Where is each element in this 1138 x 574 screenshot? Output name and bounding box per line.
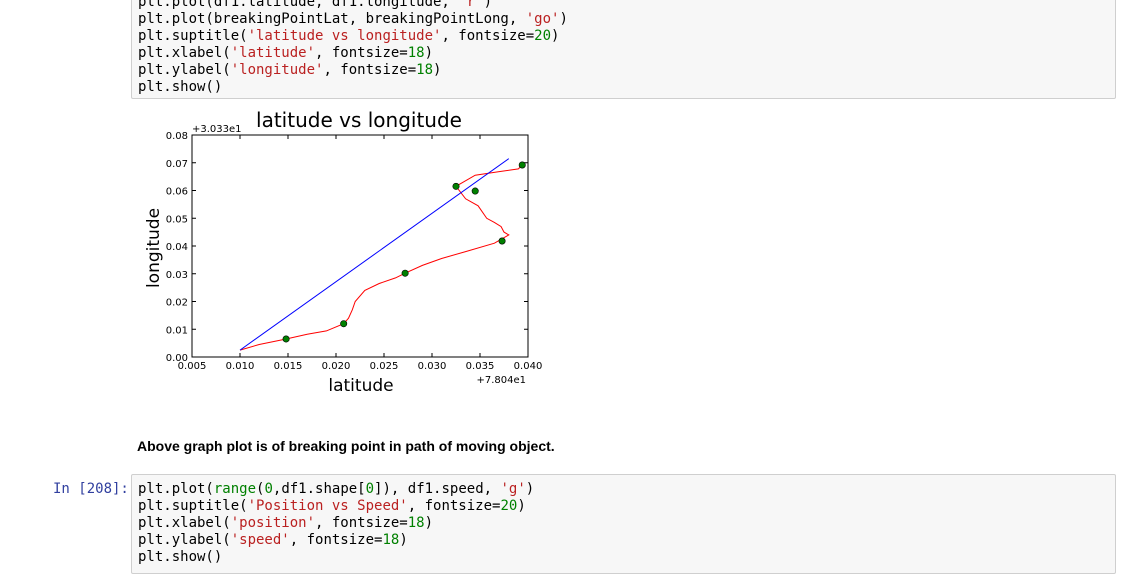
breaking-point-marker [498,237,506,245]
code-token: 18 [407,45,425,61]
code-token: plt.plot(df1.latitude, df1.longitude, [138,0,459,10]
code-token: plt.xlabel( [138,515,231,531]
top-line-6: plt.show() [138,79,222,95]
top-line-5: plt.ylabel('longitude', fontsize=18) [138,62,441,78]
x-tick-label: 0.030 [418,361,447,372]
code-token: 18 [407,515,425,531]
top-line-3: plt.suptitle('latitude vs longitude', fo… [138,28,559,44]
x-tick-label: 0.035 [466,361,495,372]
code-token: ) [399,532,408,548]
code-token: , fontsize= [315,45,408,61]
bottom-line-5: plt.show() [138,549,222,565]
code-token: 'go' [525,11,560,27]
code-token: plt.show() [138,79,223,95]
code-token: 18 [416,62,434,78]
series-line-0 [239,164,523,351]
bottom-line-2: plt.suptitle('Position vs Speed', fontsi… [138,498,526,514]
breaking-point-marker [282,335,290,343]
bottom-line-3: plt.xlabel('position', fontsize=18) [138,515,433,531]
code-token: plt.plot( [138,481,214,497]
code-token: 'longitude' [230,62,324,78]
code-token: , fontsize= [407,498,501,514]
x-tick-label: 0.010 [226,361,255,372]
code-token: ]), df1.speed, [374,481,501,497]
top-line-4: plt.xlabel('latitude', fontsize=18) [138,45,433,61]
code-token: 18 [382,532,400,548]
code-token: 'g' [500,481,526,497]
markdown-cell-text: Above graph plot is of breaking point in… [137,438,555,454]
code-token: plt.ylabel( [138,62,231,78]
x-tick-label: 0.005 [178,361,207,372]
x-axis-label: latitude [328,376,393,396]
code-token: 'speed' [230,532,290,548]
breaking-point-marker [518,161,526,169]
x-tick-label: 0.025 [370,361,399,372]
code-editor-bottom[interactable]: plt.plot(range(0,df1.shape[0]), df1.spee… [132,481,1115,566]
y-tick-label: 0.03 [166,270,188,281]
y-tick-label: 0.08 [166,131,188,142]
code-token: 0 [264,481,273,497]
code-token: ) [525,481,535,497]
x-tick-label: 0.020 [322,361,351,372]
code-token: 'position' [230,515,316,531]
code-cell-input-bottom[interactable]: plt.plot(range(0,df1.shape[0]), df1.spee… [131,474,1116,574]
code-token: ) [433,62,442,78]
x-tick-label: 0.015 [274,361,303,372]
code-token: ) [551,28,560,44]
code-token: ) [424,515,434,531]
code-cell-input-top[interactable]: plt.plot(df1.latitude, df1.longitude, 'r… [131,0,1116,99]
bottom-line-1: plt.plot(range(0,df1.shape[0]), df1.spee… [138,481,534,497]
code-token: ) [483,0,493,10]
code-token: 0 [365,481,375,497]
y-tick-label: 0.01 [166,325,188,336]
code-token: , fontsize= [315,515,408,531]
y-axis-label: longitude [144,208,164,288]
code-token: ) [517,498,526,514]
code-token: plt.ylabel( [138,532,231,548]
code-token: plt.suptitle( [138,28,248,44]
top-line-1: plt.plot(df1.latitude, df1.longitude, 'r… [138,0,492,10]
code-token: 'Position vs Speed' [247,498,408,514]
code-token: ) [424,45,434,61]
y-tick-label: 0.06 [166,187,188,198]
breaking-point-marker [401,269,409,277]
code-token: plt.xlabel( [138,45,231,61]
code-token: plt.suptitle( [138,498,248,514]
code-token: 'latitude vs longitude' [247,28,442,44]
series-line-1 [239,158,510,351]
code-token: , fontsize= [289,532,383,548]
x-tick-label: 0.040 [514,361,543,372]
y-offset-label: +3.033e1 [192,124,242,135]
code-token: ) [559,11,568,27]
code-token: plt.show() [138,549,223,565]
code-token: 'latitude' [230,45,316,61]
y-tick-label: 0.02 [166,298,188,309]
code-token: 20 [534,28,552,44]
breaking-point-marker [452,182,460,190]
plot-frame [191,134,529,358]
latitude-longitude-chart: latitude vs longitude +3.033e1 +7.804e1 … [144,108,543,396]
code-token: , fontsize= [441,28,535,44]
bottom-line-4: plt.ylabel('speed', fontsize=18) [138,532,408,548]
cell-prompt: In [208]: [53,481,129,497]
breaking-point-marker [471,187,479,195]
code-token: plt.plot(breakingPointLat, breakingPoint… [138,11,526,27]
code-token: ,df1.shape[ [272,481,366,497]
breaking-point-marker [340,320,348,328]
code-editor-top[interactable]: plt.plot(df1.latitude, df1.longitude, 'r… [132,0,1115,96]
code-token: , fontsize= [323,62,417,78]
code-token: 20 [500,498,518,514]
y-tick-label: 0.05 [166,214,188,225]
code-token: ( [256,481,265,497]
y-tick-label: 0.00 [166,353,188,364]
y-tick-label: 0.04 [166,242,188,253]
code-token: 'r' [458,0,484,10]
x-offset-label: +7.804e1 [476,375,526,386]
chart-title: latitude vs longitude [256,108,462,132]
top-line-2: plt.plot(breakingPointLat, breakingPoint… [138,11,568,27]
y-tick-label: 0.07 [166,159,188,170]
code-token: range [213,481,257,497]
